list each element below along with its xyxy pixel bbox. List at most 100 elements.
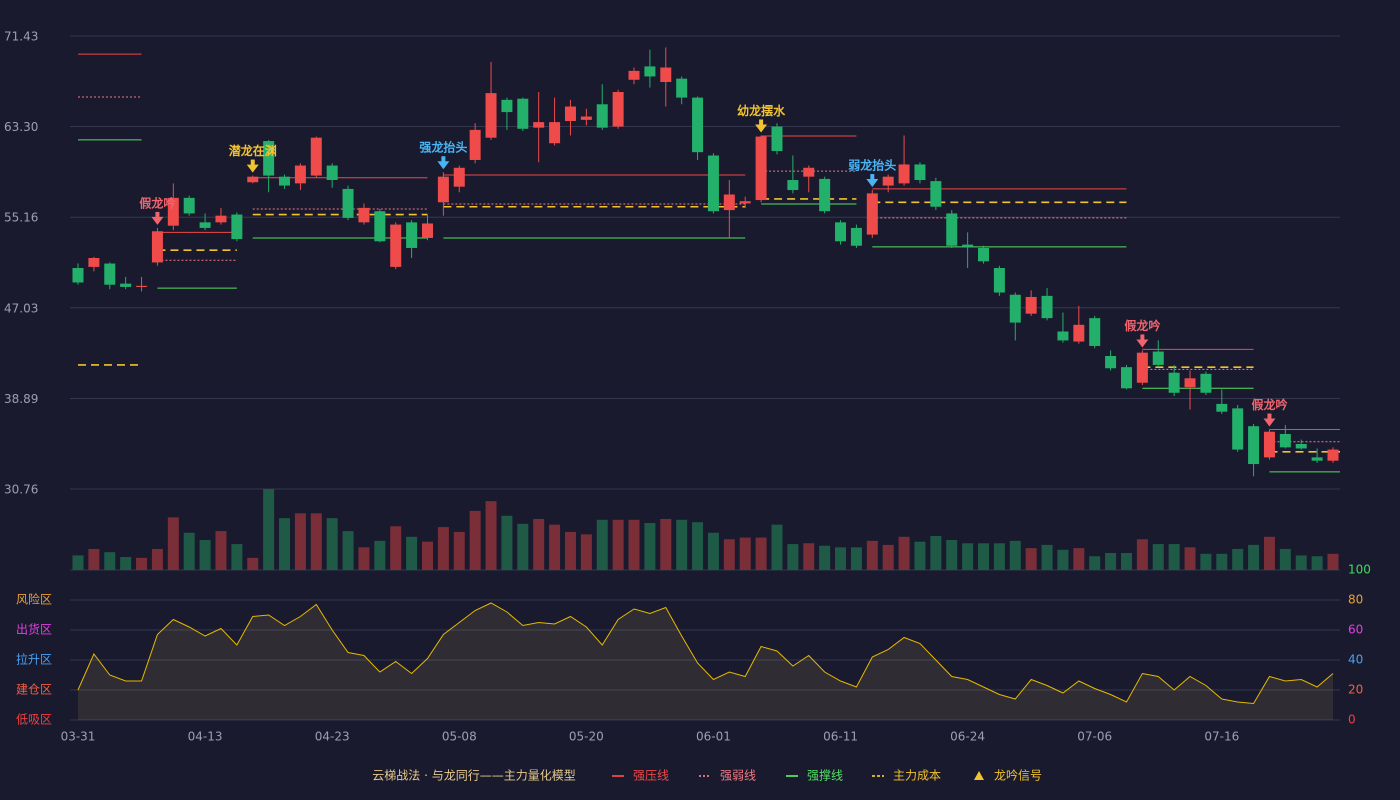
candle-body	[1311, 457, 1323, 461]
volume-bar	[549, 524, 561, 570]
zone-label: 拉升区	[16, 652, 52, 667]
volume-bar	[1057, 549, 1069, 570]
volume-bar	[501, 515, 513, 570]
volume-bar	[755, 537, 767, 570]
signal-arrow-stem	[759, 119, 764, 126]
signal-label: 潜龙在渊	[229, 143, 277, 158]
volume-bar	[1120, 552, 1132, 570]
volume-bar	[1073, 548, 1085, 570]
signal-arrow-stem	[250, 159, 255, 166]
candle-body	[676, 78, 688, 98]
volume-bar	[1327, 553, 1339, 570]
y-tick-label: 30.76	[4, 483, 38, 497]
candle-body	[167, 197, 179, 226]
y-tick-label: 0	[1348, 713, 1356, 727]
candle-body	[485, 93, 497, 138]
candle-body	[898, 164, 910, 184]
volume-bar	[167, 517, 179, 570]
legend-title: 云梯战法 · 与龙同行——主力量化模型	[372, 769, 575, 783]
candle-body	[549, 122, 561, 144]
signal-label: 幼龙摆水	[737, 103, 786, 118]
signal-arrow	[866, 179, 879, 188]
y-tick-label: 71.43	[4, 30, 38, 44]
candle-body	[803, 167, 815, 177]
y-tick-label: 55.16	[4, 211, 38, 225]
volume-bar	[866, 540, 878, 570]
volume-bar	[88, 548, 100, 570]
signal-label: 弱龙抬头	[848, 158, 896, 173]
candle-body	[1263, 431, 1275, 458]
candle-body	[1232, 408, 1244, 450]
zone-label: 低吸区	[16, 713, 52, 727]
volume-bar	[882, 544, 894, 570]
volume-bar	[946, 540, 958, 570]
candle-body	[231, 214, 243, 240]
x-tick-label: 07-16	[1204, 730, 1239, 744]
volume-bar	[421, 541, 433, 570]
volume-bar	[707, 532, 719, 570]
candle-body	[326, 165, 338, 181]
candle-body	[978, 247, 990, 262]
candle-body	[136, 285, 148, 287]
y-tick-label: 47.03	[4, 301, 38, 315]
volume-bar	[564, 531, 576, 570]
signal-arrow	[1263, 418, 1276, 427]
candle-body	[501, 99, 513, 113]
volume-bar	[644, 523, 656, 570]
signal-label: 假龙吟	[1124, 318, 1160, 333]
candle-body	[596, 104, 608, 128]
candle-body	[1327, 449, 1339, 461]
volume-bar	[978, 543, 990, 570]
legend-label: 龙吟信号	[994, 768, 1042, 783]
volume-bar	[1168, 544, 1180, 570]
volume-bar	[1232, 548, 1244, 570]
oscillator-area	[78, 603, 1333, 720]
candle-body	[247, 176, 259, 183]
volume-bar	[1105, 552, 1117, 570]
legend-label: 强撑线	[807, 768, 843, 783]
volume-bar	[263, 489, 275, 570]
legend-label: 强压线	[633, 769, 669, 783]
x-tick-label: 05-20	[569, 730, 604, 744]
candle-body	[294, 165, 306, 184]
candle-body	[1279, 433, 1291, 448]
oscillator-line	[77, 602, 1334, 705]
candle-body	[406, 222, 418, 248]
volume-bar	[1041, 544, 1053, 570]
volume-bar	[1136, 539, 1148, 570]
x-tick-label: 06-01	[696, 730, 731, 744]
volume-bar	[1311, 556, 1323, 570]
volume-bar	[612, 519, 624, 570]
candle-body	[850, 227, 862, 246]
volume-bar	[723, 539, 735, 570]
volume-bar	[771, 524, 783, 570]
candle-body	[946, 213, 958, 246]
x-tick-label: 06-24	[950, 730, 985, 744]
volume-bar	[517, 523, 529, 570]
candle-body	[771, 126, 783, 152]
x-tick-label: 06-11	[823, 730, 858, 744]
candle-body	[104, 263, 116, 285]
candle-body	[866, 193, 878, 235]
signal-label: 假龙吟	[139, 195, 175, 210]
candle-body	[390, 224, 402, 267]
volume-bar	[136, 557, 148, 570]
y-tick-label: 40	[1348, 653, 1363, 667]
candle-body	[517, 98, 529, 129]
candle-body	[1089, 318, 1101, 346]
x-tick-label: 04-23	[315, 730, 350, 744]
volume-bar	[1216, 553, 1228, 570]
candle-body	[755, 136, 767, 201]
candle-body	[183, 197, 195, 214]
candle-body	[1073, 324, 1085, 342]
candle-body	[342, 188, 354, 218]
candle-body	[1009, 294, 1021, 323]
volume-bar	[660, 518, 672, 570]
candle-body	[437, 176, 449, 203]
candle-body	[120, 283, 132, 287]
volume-bar	[1263, 536, 1275, 570]
legend-symbol	[974, 771, 984, 780]
candle-body	[707, 155, 719, 212]
volume-bar	[358, 547, 370, 570]
volume-bar	[1025, 548, 1037, 570]
